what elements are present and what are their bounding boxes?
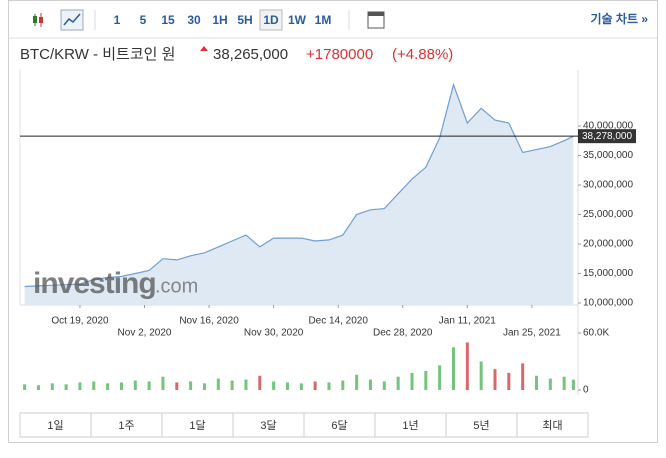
price-line: [24, 82, 574, 288]
range-label[interactable]: 1달: [189, 419, 205, 432]
range-label[interactable]: 1주: [118, 420, 134, 432]
y-tick-label: 25,000,000: [583, 209, 633, 220]
calendar-icon[interactable]: [367, 11, 385, 29]
interval-button[interactable]: 5: [140, 13, 147, 27]
y-tick-label: 10,000,000: [583, 298, 633, 309]
y2-tick-label: 60.0K: [583, 328, 609, 339]
volume-bar: [119, 382, 123, 390]
range-button[interactable]: [516, 412, 589, 438]
volume-bar: [534, 375, 538, 390]
volume-bar: [327, 382, 331, 390]
volume-bar: [189, 381, 193, 390]
volume-bar: [78, 382, 82, 390]
range-label[interactable]: 3달: [260, 419, 276, 432]
volume-bar: [493, 369, 497, 390]
interval-button[interactable]: 1D: [263, 13, 279, 27]
y-tick-label: 20,000,000: [583, 239, 633, 250]
volume-bar: [175, 382, 179, 390]
plot: [24, 82, 574, 305]
volume-bar: [410, 372, 414, 390]
volume-bar: [216, 378, 220, 390]
volume-bar: [64, 384, 68, 390]
x-tick-label: Dec 14, 2020: [308, 316, 368, 327]
symbol: BTC/KRW - 비트코인 원: [20, 46, 175, 63]
volume-bar: [147, 381, 151, 390]
last-price-label: 38,278,000: [582, 131, 632, 142]
y-tick-label: 40,000,000: [583, 121, 633, 132]
change: +1780000: [306, 46, 373, 63]
candle-icon[interactable]: [33, 13, 43, 27]
price-area: [24, 84, 574, 305]
up-arrow: [200, 46, 208, 51]
volume-bar: [285, 382, 289, 390]
volume-bar: [133, 380, 137, 390]
interval-button[interactable]: 30: [187, 13, 201, 27]
volume-bar: [244, 379, 248, 390]
y-tick-label: 30,000,000: [583, 180, 633, 191]
range-label[interactable]: 1년: [402, 419, 418, 432]
volume-bar: [571, 379, 575, 390]
volume-bar: [272, 381, 276, 390]
volume-bar: [50, 383, 54, 390]
interval-button[interactable]: 15: [161, 13, 175, 27]
volume-bar: [424, 371, 428, 390]
range-button[interactable]: [445, 412, 518, 438]
x-tick-label: Nov 2, 2020: [118, 328, 172, 339]
range-label[interactable]: 1일: [47, 418, 63, 432]
interval-button[interactable]: 5H: [237, 13, 252, 27]
volume-bar: [202, 383, 206, 390]
volume-bar: [230, 380, 234, 390]
volume-bar: [465, 342, 469, 390]
volume-bar: [368, 379, 372, 390]
volume-bar: [299, 383, 303, 390]
y-tick-label: 35,000,000: [583, 150, 633, 161]
x-tick-label: Jan 25, 2021: [503, 328, 561, 339]
x-tick-label: Nov 16, 2020: [179, 316, 239, 327]
x-tick-label: Oct 19, 2020: [51, 316, 109, 327]
volume-bar: [507, 372, 511, 390]
volume-bar: [258, 375, 262, 390]
price: 38,265,000: [213, 46, 288, 63]
volume-bar: [521, 363, 525, 390]
volume-bar: [341, 380, 345, 390]
y-tick-label: 15,000,000: [583, 268, 633, 279]
y2-tick-label: 0: [583, 385, 589, 396]
interval-button[interactable]: 1W: [288, 13, 307, 27]
volume-bar: [313, 381, 317, 390]
x-tick-label: Nov 30, 2020: [244, 328, 304, 339]
volume-bar: [106, 383, 110, 390]
volume-bar: [451, 347, 455, 390]
volume-bar: [396, 376, 400, 390]
selected-box: [259, 9, 283, 31]
last-price-box: [578, 129, 636, 144]
range-label[interactable]: 6달: [331, 419, 347, 432]
volume-bar: [382, 381, 386, 390]
tech-chart-link[interactable]: 기술 차트 »: [590, 11, 648, 26]
watermark-suffix: .com: [155, 275, 198, 297]
volume-bar: [92, 381, 96, 390]
volume-bar: [479, 361, 483, 390]
x-tick-label: Dec 28, 2020: [373, 328, 433, 339]
interval-button[interactable]: 1: [114, 13, 121, 27]
x-tick-label: Jan 11, 2021: [439, 316, 497, 327]
change-pct: (+4.88%): [392, 46, 453, 63]
volume-bar: [23, 384, 27, 390]
interval-button[interactable]: 1H: [212, 13, 227, 27]
volume-bar: [355, 374, 359, 390]
interval-button[interactable]: 1M: [315, 13, 332, 27]
volume-bar: [562, 376, 566, 390]
volume-bar: [548, 378, 552, 390]
range-label[interactable]: 5년: [473, 419, 489, 432]
range-button[interactable]: [374, 412, 447, 438]
range-button[interactable]: [303, 412, 376, 438]
line-icon[interactable]: [60, 9, 84, 31]
watermark: investing: [33, 267, 156, 300]
volume-bar: [438, 365, 442, 390]
volume-bar: [161, 376, 165, 390]
volume-bar: [36, 385, 40, 390]
range-bar: 1일 1주 1달 3달 6달 1년 5년 최대: [19, 412, 589, 438]
range-label[interactable]: 최대: [542, 419, 562, 432]
